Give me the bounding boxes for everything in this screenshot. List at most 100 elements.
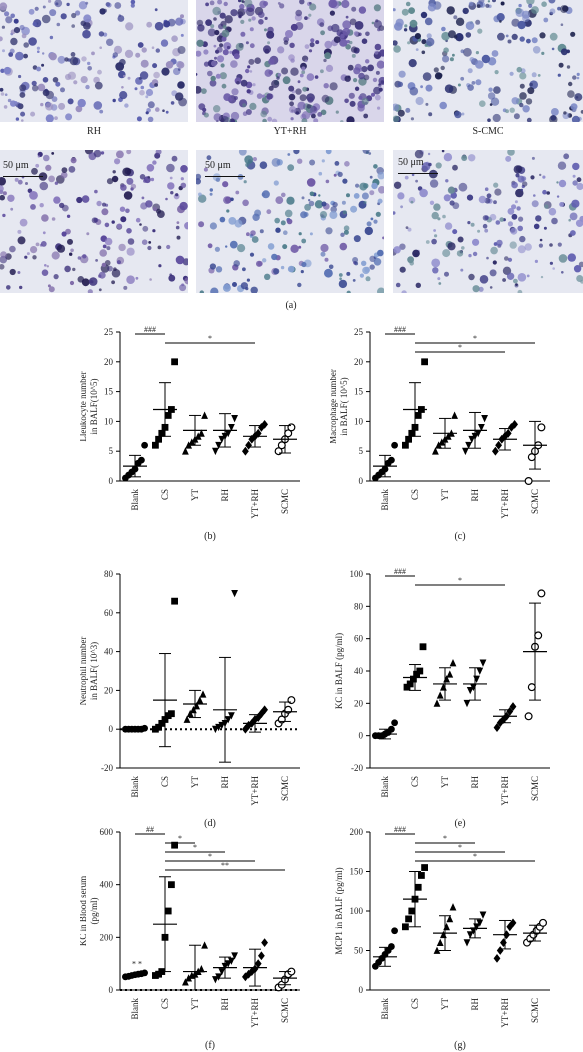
triangle-marker <box>433 699 441 707</box>
y-tick-label: 100 <box>350 906 364 916</box>
triangle-marker <box>196 696 204 704</box>
invtriangle-marker <box>468 435 476 444</box>
x-tick-label: Blank <box>380 998 390 1020</box>
invtriangle-marker <box>462 447 469 456</box>
y-tick-label: 20 <box>104 685 114 695</box>
scale-bar <box>205 176 245 177</box>
y-axis-label: Macrophage number <box>330 369 338 444</box>
y-tick-label: 150 <box>350 867 364 877</box>
scale-bar <box>3 176 43 177</box>
series-YT <box>433 659 457 707</box>
diamond-marker <box>509 918 517 928</box>
x-tick-label: SCMC <box>530 776 540 801</box>
opencircle-marker <box>524 477 533 486</box>
square-marker <box>158 429 166 437</box>
x-tick-label: Blank <box>130 776 140 798</box>
invtriangle-marker <box>478 423 485 432</box>
square-marker <box>416 667 424 675</box>
y-axis-label: in BALF(10^5) <box>89 379 99 435</box>
y-axis-label: KC in BALF (pg/ml) <box>334 633 344 709</box>
x-tick-label: CS <box>410 489 420 500</box>
invtriangle-marker <box>474 429 482 438</box>
x-tick-label: CS <box>160 489 170 500</box>
circle-marker <box>388 456 395 464</box>
diamond-marker <box>506 707 514 716</box>
y-tick-label: 0 <box>359 731 364 741</box>
x-tick-label: SCMC <box>280 776 290 801</box>
circle-marker <box>388 725 395 733</box>
significance-label: * <box>178 834 182 843</box>
x-tick-label: RH <box>220 489 230 502</box>
invtriangle-marker <box>465 441 472 450</box>
scale-bar <box>398 173 438 174</box>
y-tick-label: 200 <box>350 827 364 837</box>
x-tick-label: Blank <box>380 776 390 798</box>
y-tick-label: 0 <box>109 724 114 734</box>
invtriangle-marker <box>479 659 487 667</box>
triangle-marker <box>201 411 208 419</box>
x-tick-label: RH <box>470 489 480 502</box>
y-tick-label: 10 <box>104 416 114 426</box>
scale-bar-label-2: 50 μm <box>205 160 231 171</box>
circle-marker <box>391 441 398 449</box>
y-tick-label: 80 <box>104 569 114 579</box>
diamond-marker <box>492 446 499 456</box>
opencircle-marker <box>539 918 548 927</box>
y-tick-label: 20 <box>104 357 114 367</box>
micrograph-1 <box>0 0 188 122</box>
y-axis-label: MCP1 in BALF (pg/ml) <box>334 867 344 954</box>
invtriangle-marker <box>228 957 235 965</box>
y-axis-label: Lleukocyte number <box>80 371 88 441</box>
square-marker <box>421 864 428 871</box>
chart-leukocyte-balf: 0 5 10 15 20 25 Lleukocyte number in BALF(10^5)… <box>80 325 300 542</box>
square-marker <box>155 723 162 731</box>
x-tick-label: YT+RH <box>250 998 260 1028</box>
x-tick-label: YT+RH <box>500 998 510 1028</box>
square-marker <box>418 872 425 879</box>
diamond-marker <box>500 938 507 947</box>
x-tick-label: SCMC <box>530 998 540 1023</box>
square-marker <box>421 358 428 366</box>
invtriangle-marker <box>224 716 232 724</box>
diamond-marker <box>493 723 501 732</box>
opencircle-marker <box>537 423 546 432</box>
significance-label: * <box>458 343 462 352</box>
square-marker <box>171 358 178 366</box>
significance-label: * <box>458 576 462 585</box>
square-marker <box>405 915 412 923</box>
y-tick-label: 60 <box>104 608 114 618</box>
diamond-marker <box>496 946 504 955</box>
x-tick-label: CS <box>160 998 170 1009</box>
opencircle-marker <box>537 589 546 598</box>
panel-label: (g) <box>454 1040 466 1051</box>
x-tick-label: YT+RH <box>250 489 260 519</box>
circle-marker <box>141 724 148 732</box>
diamond-marker <box>242 724 249 734</box>
x-tick-label: YT <box>190 998 200 1010</box>
x-tick-label: YT <box>190 776 200 788</box>
y-tick-label: 0 <box>359 985 364 995</box>
circle-marker <box>141 441 148 449</box>
square-marker <box>408 907 416 915</box>
series-CS <box>403 643 427 691</box>
x-tick-label: RH <box>470 776 480 789</box>
invtriangle-marker <box>463 699 471 708</box>
square-marker <box>408 429 416 437</box>
micrograph-5 <box>196 150 384 293</box>
triangle-marker <box>436 938 444 946</box>
panel-label: (e) <box>454 818 465 829</box>
y-tick-label: 400 <box>100 880 114 890</box>
square-marker <box>171 597 178 605</box>
significance-label: * <box>473 334 477 343</box>
x-tick-label: YT+RH <box>500 489 510 519</box>
square-marker <box>171 841 178 849</box>
circle-marker <box>388 943 395 950</box>
triangle-marker <box>182 978 189 986</box>
square-marker <box>168 881 175 889</box>
y-tick-label: -20 <box>101 763 113 773</box>
invtriangle-marker <box>228 712 235 720</box>
square-marker <box>158 719 166 727</box>
series-YT+RH <box>242 705 268 734</box>
invtriangle-marker <box>212 976 219 984</box>
x-tick-label: SCMC <box>280 489 290 514</box>
